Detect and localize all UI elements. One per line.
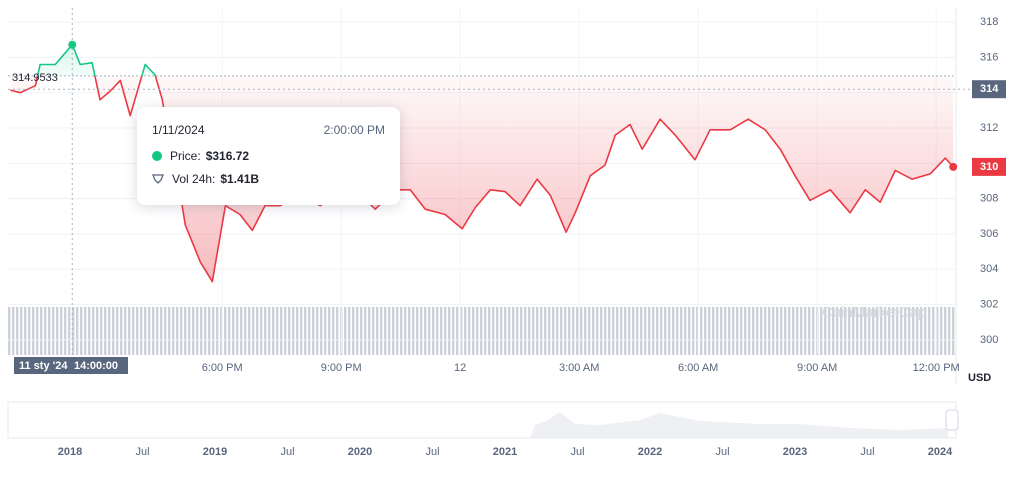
tooltip-price: Price: $316.72 xyxy=(152,149,249,163)
price-value: $316.72 xyxy=(205,149,250,163)
x-tick-label: 3:00 AM xyxy=(559,362,599,374)
hover-point xyxy=(68,40,77,49)
crosshair-date: 11 sty '24 xyxy=(19,360,68,372)
y-tick-label: 302 xyxy=(980,298,998,310)
tooltip: 1/11/2024 2:00:00 PM Price: $316.72 Vol … xyxy=(137,107,400,205)
navigator-label: 2023 xyxy=(783,446,807,458)
x-tick-label: 9:00 PM xyxy=(321,362,362,374)
y-tick-label: 316 xyxy=(980,51,998,63)
navigator-area xyxy=(530,412,948,438)
last-point xyxy=(949,162,958,171)
navigator-label: 2018 xyxy=(58,446,82,458)
y-tick-label: 312 xyxy=(980,122,998,134)
y-tick-label: 300 xyxy=(980,334,998,346)
volume-value: $1.41B xyxy=(220,172,260,186)
price-line xyxy=(10,43,954,283)
navigator-handle[interactable] xyxy=(945,409,959,431)
navigator-label: 2020 xyxy=(348,446,372,458)
crosshair-y-box xyxy=(972,80,1006,99)
navigator-label: 2019 xyxy=(203,446,227,458)
x-tick-label: 6:00 PM xyxy=(202,362,243,374)
navigator-label: 2022 xyxy=(638,446,662,458)
volume-label: Vol 24h: xyxy=(172,172,216,186)
crosshair-y-label: 314 xyxy=(980,83,999,95)
x-tick-label: 9:00 AM xyxy=(797,362,837,374)
baseline-label: 314.9533 xyxy=(12,72,58,84)
tooltip-volume: Vol 24h: $1.41B xyxy=(152,172,259,186)
x-tick-label: 12 xyxy=(454,362,466,374)
y-tick-label: 308 xyxy=(980,193,998,205)
last-price-label: 310 xyxy=(980,161,998,173)
tooltip-time-text: 2:00:00 PM xyxy=(323,123,385,137)
tooltip-date-text: 1/11/2024 xyxy=(152,123,205,137)
currency-label: USD xyxy=(968,372,991,384)
crosshair-time: 14:00:00 xyxy=(74,360,118,372)
navigator-label: Jul xyxy=(570,446,584,458)
y-tick-label: 318 xyxy=(980,16,998,28)
y-tick-label: 306 xyxy=(980,228,998,240)
tooltip-date: 1/11/2024 xyxy=(152,123,205,137)
navigator-label: Jul xyxy=(135,446,149,458)
crosshair-x-box xyxy=(14,357,128,374)
navigator-label: Jul xyxy=(425,446,439,458)
navigator-label: Jul xyxy=(860,446,874,458)
navigator-label: Jul xyxy=(715,446,729,458)
price-label: Price: xyxy=(170,149,201,163)
price-dot xyxy=(152,151,162,161)
navigator-label: Jul xyxy=(280,446,294,458)
navigator-label: 2024 xyxy=(928,446,953,458)
x-tick-label: 12:00 PM xyxy=(913,362,960,374)
y-tick-label: 304 xyxy=(980,263,998,275)
x-tick-label: 6:00 AM xyxy=(678,362,718,374)
tooltip-time: 2:00:00 PM xyxy=(324,123,385,137)
navigator-label: 2021 xyxy=(493,446,517,458)
watermark: CoinMarketCap xyxy=(822,304,926,321)
volume-bars xyxy=(8,307,955,355)
last-price-box xyxy=(972,157,1006,176)
volume-icon xyxy=(152,174,164,184)
